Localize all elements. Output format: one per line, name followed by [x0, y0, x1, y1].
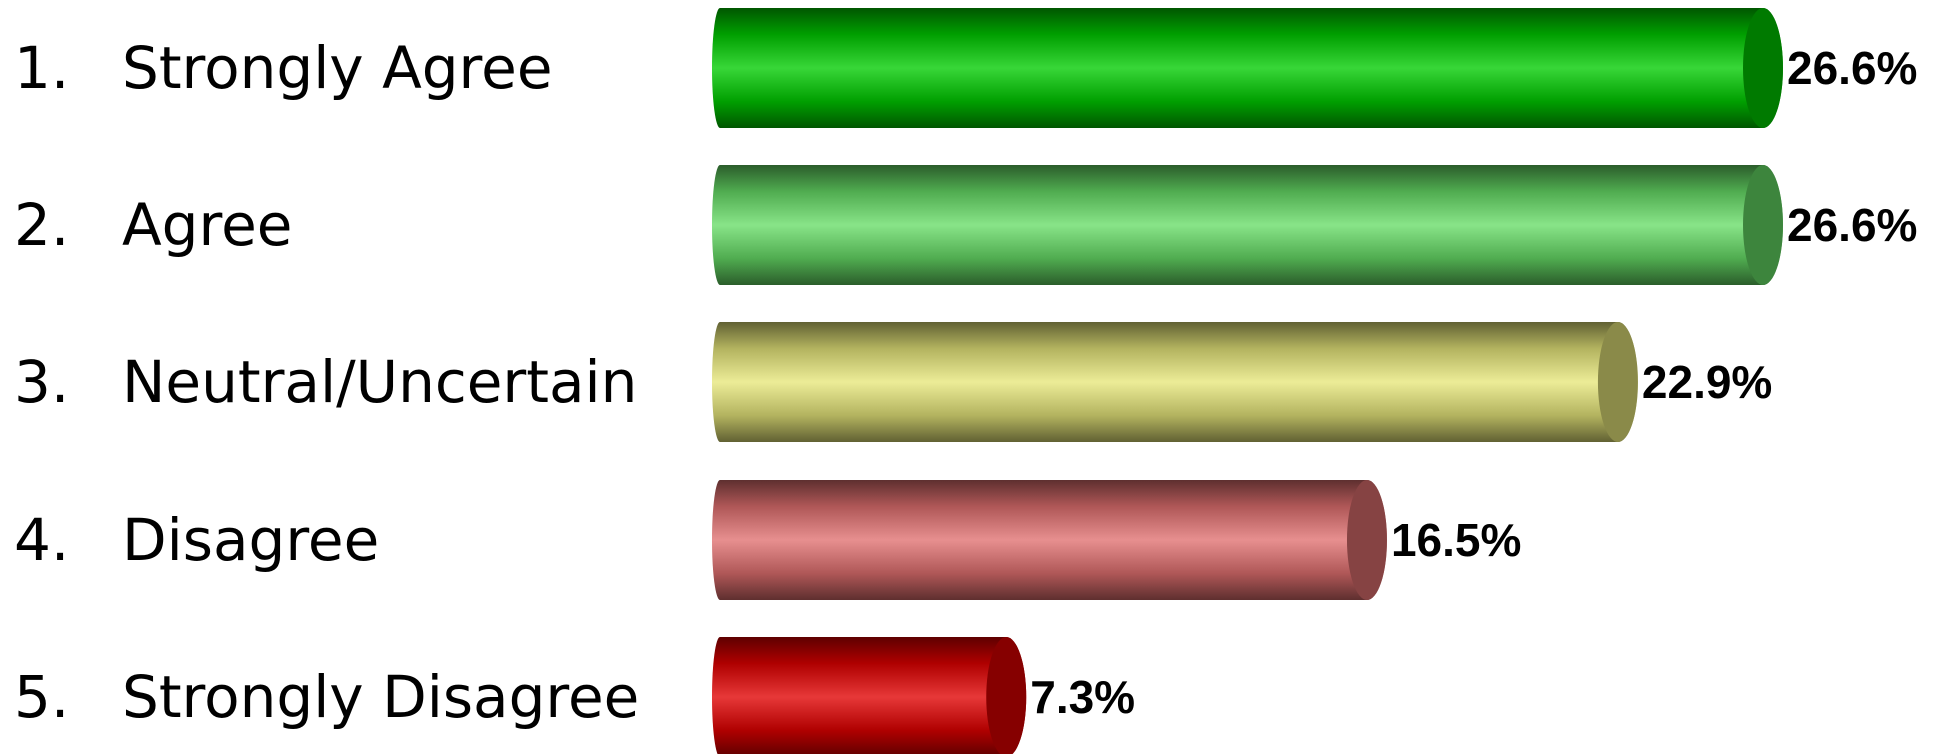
bar-end-cap: [1346, 480, 1387, 600]
bar-body: [712, 637, 1027, 754]
category-number: 3.: [14, 348, 69, 416]
bar-body: [712, 480, 1387, 600]
bar-end-cap: [1743, 8, 1783, 128]
value-label: 16.5%: [1391, 514, 1521, 566]
value-label: 22.9%: [1642, 356, 1772, 408]
category-label: Agree: [122, 191, 292, 259]
bar-body: [712, 165, 1783, 285]
category-number: 5.: [14, 663, 69, 731]
bar: [712, 637, 1027, 754]
value-label: 7.3%: [1030, 671, 1135, 723]
value-label: 26.6%: [1787, 199, 1917, 251]
category-labels: 1. Strongly Agree 2. Agree 3. Neutral/Uncerta…: [14, 34, 639, 731]
bar: [712, 8, 1783, 128]
bar: [712, 165, 1783, 285]
bar-end-cap: [1743, 165, 1783, 285]
bar-body: [712, 322, 1638, 442]
bar-body: [712, 8, 1783, 128]
bar: [712, 480, 1387, 600]
bars: [712, 8, 1783, 754]
category-label: Neutral/Uncertain: [122, 348, 637, 416]
bar: [712, 322, 1638, 442]
value-labels: 26.6% 26.6% 22.9% 16.5% 7.3%: [1030, 42, 1917, 723]
category-label: Strongly Disagree: [122, 663, 639, 731]
category-number: 4.: [14, 506, 69, 574]
category-label: Disagree: [122, 506, 379, 574]
bar-end-cap: [1597, 322, 1638, 442]
category-number: 2.: [14, 191, 69, 259]
category-number: 1.: [14, 34, 69, 102]
bar-end-cap: [986, 637, 1027, 754]
value-label: 26.6%: [1787, 42, 1917, 94]
category-label: Strongly Agree: [122, 34, 553, 102]
